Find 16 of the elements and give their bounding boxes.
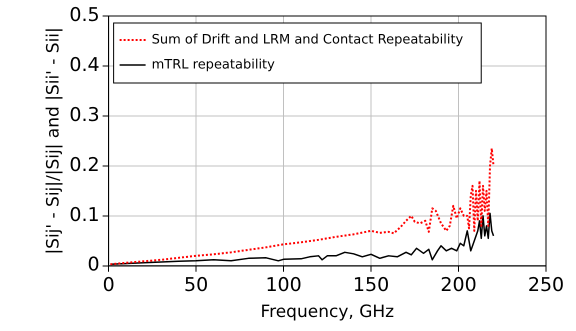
legend-label: mTRL repeatability — [152, 57, 276, 72]
y-tick-label: 0.3 — [69, 104, 100, 126]
x-tick-label: 0 — [102, 274, 115, 296]
y-tick-label: 0.4 — [69, 54, 100, 76]
x-tick-label: 50 — [184, 274, 208, 296]
x-tick-label: 200 — [440, 274, 477, 296]
y-tick-label: 0.2 — [69, 154, 100, 176]
y-tick-label: 0.5 — [69, 4, 100, 26]
y-tick-label: 0 — [88, 254, 100, 276]
y-tick-label: 0.1 — [69, 204, 100, 226]
legend-label: Sum of Drift and LRM and Contact Repeatability — [152, 32, 464, 48]
x-tick-label: 250 — [528, 274, 564, 296]
x-tick-label: 150 — [352, 274, 390, 296]
y-axis-title: |Sij' - Sij|/|Sij| and |Sii' - Sii| — [44, 27, 64, 255]
x-tick-label: 100 — [265, 274, 302, 296]
x-axis-title: Frequency, GHz — [260, 302, 394, 322]
